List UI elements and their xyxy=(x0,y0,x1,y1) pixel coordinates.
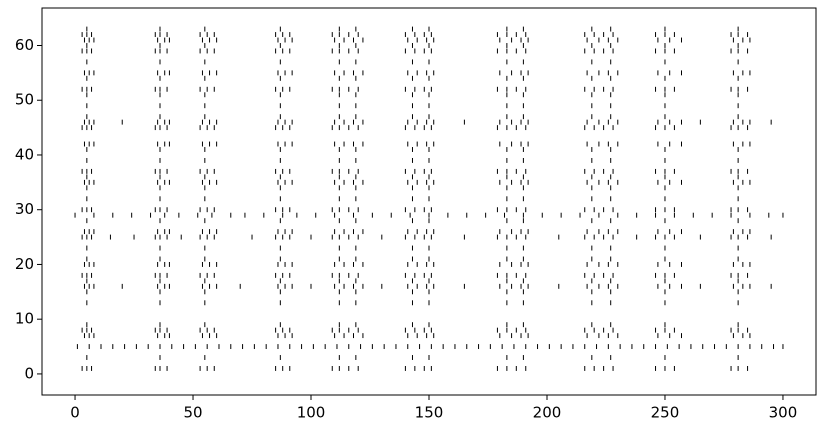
y-tick-label: 40 xyxy=(15,145,34,163)
x-tick-label: 50 xyxy=(183,404,202,422)
y-tick-label: 60 xyxy=(15,36,34,54)
x-tick-label: 250 xyxy=(651,404,680,422)
y-tick-label: 0 xyxy=(24,364,34,382)
y-tick-label: 30 xyxy=(15,200,34,218)
x-tick-label: 0 xyxy=(70,404,80,422)
x-tick-label: 100 xyxy=(297,404,326,422)
x-tick-label: 150 xyxy=(415,404,444,422)
x-tick-label: 300 xyxy=(769,404,798,422)
y-tick-label: 10 xyxy=(15,310,34,328)
y-tick-label: 20 xyxy=(15,255,34,273)
y-tick-label: 50 xyxy=(15,91,34,109)
x-tick-label: 200 xyxy=(533,404,562,422)
